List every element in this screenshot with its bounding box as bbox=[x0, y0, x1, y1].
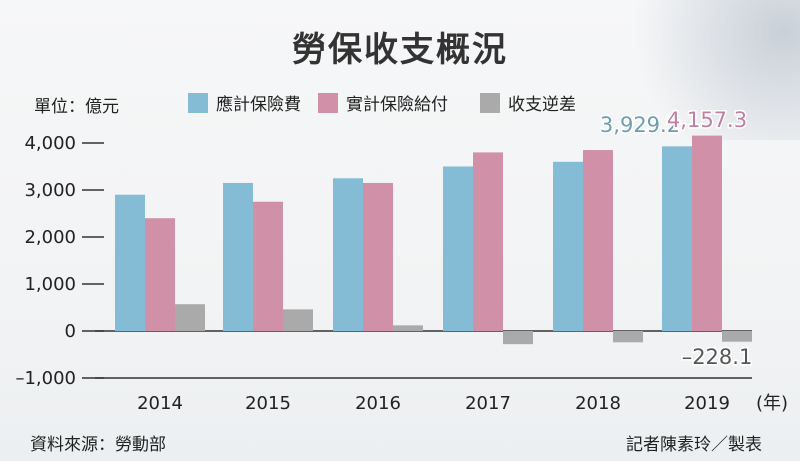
bar-2018-series-2 bbox=[613, 331, 643, 343]
bar-2019-series-2 bbox=[722, 331, 752, 342]
source-note: 資料來源：勞動部 bbox=[30, 435, 166, 455]
x-tick-label: 2014 bbox=[137, 393, 183, 414]
bar-2017-series-0 bbox=[443, 166, 473, 331]
data-label-2019-1: 4,157.3 bbox=[667, 108, 747, 132]
bar-2017-series-1 bbox=[473, 152, 503, 331]
x-tick-label: 2016 bbox=[355, 393, 401, 414]
bar-2014-series-0 bbox=[115, 194, 145, 331]
legend-item-actual-benefits: 實計保險給付 bbox=[318, 90, 448, 115]
bar-2017-series-2 bbox=[503, 331, 533, 345]
bar-2019-series-0 bbox=[662, 146, 692, 331]
legend-item-insurance-fee: 應計保險費 bbox=[188, 90, 301, 115]
y-tick-label: –1,000 bbox=[15, 368, 76, 389]
bar-2015-series-2 bbox=[283, 309, 313, 331]
legend-label-actual-benefits: 實計保險給付 bbox=[346, 95, 448, 115]
x-tick-label: 2018 bbox=[575, 393, 621, 414]
legend-label-insurance-fee: 應計保險費 bbox=[216, 95, 301, 115]
y-tick-label: 3,000 bbox=[24, 180, 76, 201]
x-tick-label: 2019 bbox=[684, 393, 730, 414]
y-tick-label: 4,000 bbox=[24, 133, 76, 154]
data-label-2019-0: 3,929.2 bbox=[600, 113, 680, 137]
bar-2018-series-1 bbox=[583, 150, 613, 331]
bar-2018-series-0 bbox=[553, 161, 583, 331]
bar-2014-series-1 bbox=[145, 218, 175, 331]
legend-swatch-actual-benefits bbox=[318, 92, 338, 113]
chart-title: 勞保收支概況 bbox=[292, 30, 508, 70]
x-axis-unit-label: (年) bbox=[756, 393, 788, 414]
bar-2019-series-1 bbox=[692, 135, 722, 331]
bar-2014-series-2 bbox=[175, 304, 205, 331]
legend-swatch-balance bbox=[480, 92, 500, 113]
background-glow bbox=[600, 0, 800, 140]
x-tick-label: 2015 bbox=[245, 393, 291, 414]
y-tick-label: 1,000 bbox=[24, 274, 76, 295]
legend-swatch-insurance-fee bbox=[188, 92, 208, 113]
y-tick-label: 2,000 bbox=[24, 227, 76, 248]
unit-label: 單位：億元 bbox=[34, 97, 119, 117]
credit-note: 記者陳素玲／製表 bbox=[626, 435, 762, 455]
legend-item-balance: 收支逆差 bbox=[480, 90, 576, 115]
legend-label-balance: 收支逆差 bbox=[508, 95, 576, 115]
bar-2016-series-2 bbox=[393, 325, 423, 331]
bar-2015-series-0 bbox=[223, 182, 253, 331]
data-label-2019-2: –228.1 bbox=[682, 345, 753, 369]
bar-2016-series-1 bbox=[363, 182, 393, 331]
y-tick-label: 0 bbox=[65, 321, 76, 342]
bar-2016-series-0 bbox=[333, 178, 363, 331]
x-tick-label: 2017 bbox=[465, 393, 511, 414]
bar-2015-series-1 bbox=[253, 201, 283, 331]
